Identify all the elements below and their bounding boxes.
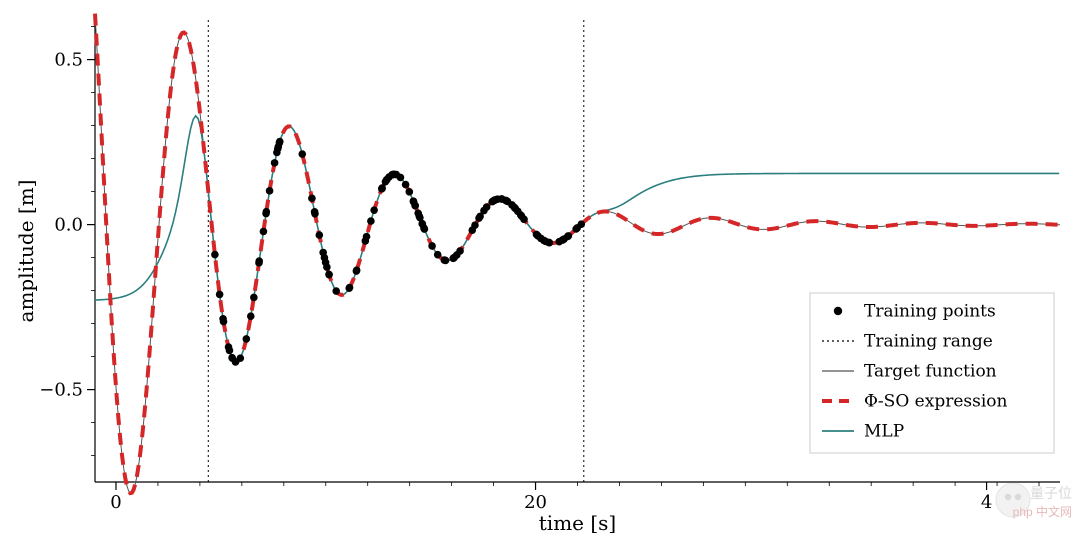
training-point	[450, 254, 458, 262]
watermark-sub: php 中文网	[1013, 504, 1072, 519]
training-point	[573, 224, 581, 232]
training-point	[332, 287, 340, 295]
y-tick-label: 0.0	[54, 215, 83, 236]
chart-container: 0 20 4 −0.5 0.0 0.5 time [s] amplitude [m] Train…	[0, 0, 1080, 540]
training-point	[226, 347, 234, 355]
plot-bg	[0, 0, 1080, 540]
training-point	[298, 150, 306, 158]
training-point	[378, 185, 386, 193]
training-point	[262, 210, 270, 218]
training-point	[383, 176, 391, 184]
legend-label: Training range	[864, 332, 993, 352]
training-point	[564, 233, 572, 241]
training-point	[533, 231, 541, 239]
training-point	[402, 181, 410, 189]
y-tick-label: 0.5	[54, 50, 83, 71]
training-point	[428, 242, 436, 250]
x-tick-label: 20	[524, 492, 547, 513]
x-tick-label: 0	[110, 492, 121, 513]
training-point	[419, 220, 427, 228]
watermark-icon	[1015, 494, 1021, 500]
training-point	[488, 198, 496, 206]
training-point	[414, 209, 422, 217]
training-point	[237, 354, 245, 362]
training-point	[471, 221, 479, 229]
y-axis-label: amplitude [m]	[14, 180, 38, 323]
legend: Training points Training range Target func…	[810, 293, 1054, 453]
y-tick-label: −0.5	[39, 380, 83, 401]
training-point	[271, 159, 279, 167]
watermark-icon	[1005, 494, 1011, 500]
x-axis-label: time [s]	[539, 511, 616, 535]
training-point	[370, 206, 378, 214]
training-point	[255, 257, 263, 265]
training-point	[308, 195, 316, 203]
training-point	[250, 294, 258, 302]
training-point	[389, 171, 397, 179]
legend-label: MLP	[864, 422, 904, 442]
training-point	[363, 233, 371, 241]
x-tick-label: 4	[981, 492, 992, 513]
training-point	[229, 354, 237, 362]
training-point	[211, 251, 219, 259]
training-point	[504, 198, 512, 206]
training-point	[276, 138, 284, 146]
legend-label: Φ-SO expression	[864, 392, 1008, 412]
training-point	[266, 187, 274, 195]
training-point	[476, 213, 484, 221]
training-point	[353, 266, 361, 274]
training-point	[555, 238, 563, 246]
training-point	[260, 228, 268, 236]
training-point	[243, 335, 251, 343]
watermark-text: 量子位	[1030, 485, 1072, 501]
training-point	[219, 315, 227, 323]
training-point	[323, 263, 331, 271]
legend-label: Target function	[864, 362, 997, 382]
training-point	[367, 217, 375, 225]
training-point	[410, 198, 418, 206]
legend-label: Training points	[864, 302, 996, 322]
training-point	[442, 257, 450, 265]
training-point	[247, 312, 255, 320]
training-point	[397, 174, 405, 182]
training-point	[511, 204, 519, 212]
training-point	[316, 231, 324, 239]
training-point	[345, 284, 353, 292]
training-point	[546, 239, 554, 247]
chart-svg: 0 20 4 −0.5 0.0 0.5 time [s] amplitude [m] Train…	[0, 0, 1080, 540]
training-point	[311, 208, 319, 216]
training-point	[434, 251, 442, 259]
legend-marker-icon	[834, 307, 842, 315]
training-point	[216, 291, 224, 299]
training-point	[321, 254, 329, 262]
training-point	[325, 271, 333, 279]
training-point	[406, 188, 414, 196]
